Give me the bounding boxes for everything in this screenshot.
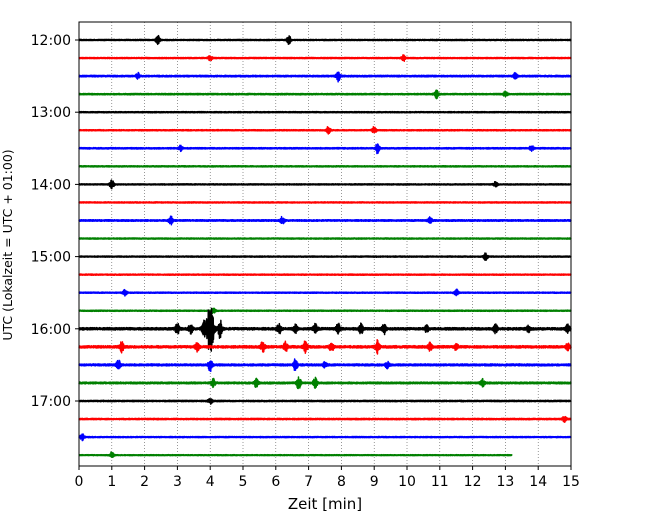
trace-line <box>78 433 572 442</box>
y-axis-label: UTC (Lokalzeit = UTC + 01:00) <box>0 149 15 340</box>
trace-line <box>78 307 572 352</box>
y-tick-label: 17:00 <box>31 394 71 410</box>
trace-line <box>78 54 572 63</box>
trace-line <box>78 215 572 226</box>
x-tick-label: 15 <box>562 474 580 490</box>
x-tick-label: 14 <box>529 474 547 490</box>
trace-line <box>78 307 572 315</box>
trace-line <box>78 110 572 114</box>
x-tick-label: 6 <box>271 474 280 490</box>
trace-line <box>78 143 572 155</box>
trace-line <box>78 179 572 190</box>
trace-line <box>78 339 572 355</box>
trace-line <box>78 252 572 261</box>
trace-line <box>78 71 572 83</box>
trace-line <box>78 273 572 276</box>
x-tick-label: 4 <box>206 474 215 490</box>
x-axis-label: Zeit [min] <box>288 495 362 513</box>
trace-line <box>78 397 572 405</box>
x-tick-label: 12 <box>464 474 482 490</box>
trace-line <box>78 165 572 168</box>
x-tick-label: 11 <box>431 474 449 490</box>
x-tick-label: 7 <box>304 474 313 490</box>
plot-frame <box>78 21 572 467</box>
trace-line <box>78 376 572 390</box>
y-axis-ticks: 12:00 13:00 14:00 15:00 16:00 17:00 <box>31 33 79 410</box>
trace-line <box>78 89 572 100</box>
trace-line <box>78 125 572 135</box>
trace-line <box>78 201 572 204</box>
y-tick-label: 15:00 <box>31 250 71 266</box>
x-tick-label: 1 <box>107 474 116 490</box>
x-tick-label: 10 <box>398 474 416 490</box>
trace-series-group <box>78 34 572 459</box>
x-tick-label: 9 <box>370 474 379 490</box>
y-tick-label: 12:00 <box>31 33 71 49</box>
x-tick-label: 8 <box>337 474 346 490</box>
trace-line <box>78 451 513 459</box>
grid-lines <box>111 22 539 466</box>
y-tick-label: 14:00 <box>31 177 71 193</box>
y-tick-label: 16:00 <box>31 322 71 338</box>
x-tick-label: 5 <box>239 474 248 490</box>
x-tick-label: 2 <box>140 474 149 490</box>
trace-line <box>78 288 572 297</box>
trace-line <box>78 237 572 240</box>
trace-line <box>78 358 572 373</box>
trace-line <box>78 34 572 46</box>
x-tick-label: 13 <box>496 474 514 490</box>
y-tick-label: 13:00 <box>31 105 71 121</box>
trace-line <box>78 415 572 423</box>
x-tick-label: 0 <box>75 474 84 490</box>
x-tick-label: 3 <box>173 474 182 490</box>
x-axis-ticks: 0 1 2 3 4 5 6 7 8 9 10 11 12 13 14 15 <box>75 466 580 490</box>
